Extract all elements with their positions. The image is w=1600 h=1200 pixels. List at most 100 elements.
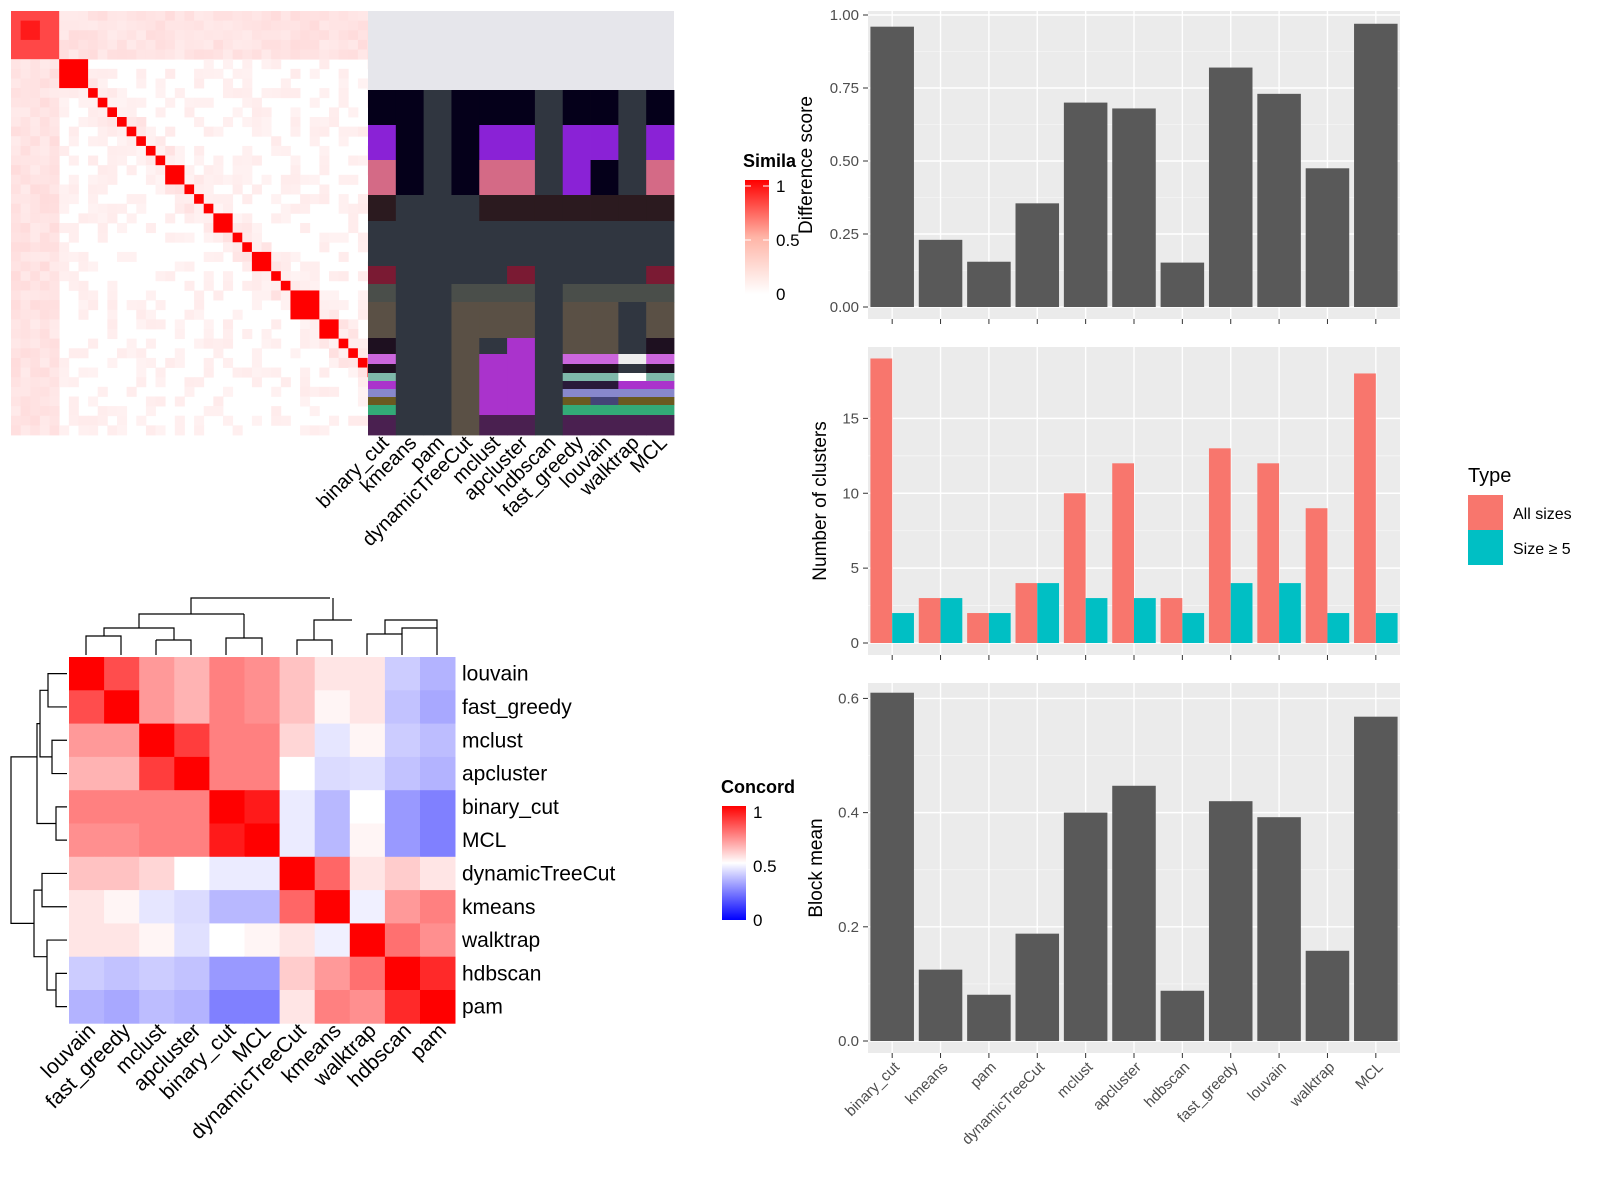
similarity-cell — [338, 78, 349, 89]
similarity-cell — [251, 348, 262, 359]
similarity-cell — [203, 20, 214, 31]
similarity-cell — [242, 117, 253, 128]
similarity-cell — [213, 396, 224, 407]
concordance-cell — [384, 790, 421, 824]
similarity-cell — [165, 145, 176, 156]
class-cell — [562, 354, 591, 365]
similarity-cell — [232, 68, 243, 79]
similarity-cell — [30, 338, 41, 349]
similarity-block — [251, 251, 272, 272]
similarity-cell — [117, 20, 128, 31]
concordance-cell — [349, 990, 386, 1024]
similarity-cell — [184, 213, 195, 224]
similarity-cell — [280, 377, 291, 388]
similarity-cell — [30, 223, 41, 234]
similarity-cell — [68, 88, 79, 99]
similarity-cell — [117, 136, 128, 147]
similarity-cell — [20, 232, 31, 243]
concordance-cell — [244, 923, 280, 958]
similarity-cell — [49, 386, 60, 397]
similarity-cell — [203, 11, 214, 22]
similarity-cell — [68, 126, 79, 137]
class-cell — [534, 338, 564, 355]
number-of-clusters-chart: 0 5 10 15 Number of clusters — [810, 347, 1400, 660]
similarity-cell — [251, 232, 262, 243]
similarity-cell — [107, 300, 118, 311]
similarity-cell — [145, 155, 156, 166]
similarity-cell — [203, 406, 214, 417]
similarity-cell — [107, 117, 118, 128]
similarity-cell — [11, 213, 22, 224]
class-cell — [646, 221, 675, 267]
similarity-cell — [78, 251, 89, 262]
similarity-cell — [11, 88, 22, 99]
similarity-cell — [11, 300, 22, 311]
similarity-cell — [184, 107, 195, 118]
similarity-cell — [68, 271, 79, 282]
similarity-cell — [242, 68, 253, 79]
similarity-cell — [203, 184, 214, 195]
class-cell — [646, 397, 675, 406]
similarity-cell — [49, 251, 60, 262]
similarity-cell — [165, 184, 176, 195]
similarity-cell — [78, 280, 89, 291]
concordance-cell — [104, 657, 140, 691]
class-assignment-heatmap — [368, 11, 675, 436]
similarity-cell — [348, 415, 359, 426]
similarity-cell — [30, 415, 41, 426]
similarity-cell — [145, 20, 156, 31]
similarity-cell — [145, 396, 156, 407]
concordance-cell — [174, 690, 210, 724]
similarity-cell — [271, 20, 282, 31]
similarity-cell — [11, 107, 22, 118]
similarity-cell — [30, 97, 41, 108]
similarity-cell — [11, 155, 22, 166]
similarity-cell — [165, 357, 176, 368]
class-cell — [534, 373, 564, 382]
class-cell — [618, 373, 647, 382]
similarity-cell — [59, 184, 70, 195]
class-cell — [507, 221, 536, 267]
similarity-cell — [11, 415, 22, 426]
similarity-cell — [107, 329, 118, 340]
similarity-cell — [203, 271, 214, 282]
similarity-cell — [261, 329, 272, 340]
similarity-cell — [261, 338, 272, 349]
similarity-cell — [126, 348, 137, 359]
similarity-cell — [290, 165, 301, 176]
similarity-cell — [213, 11, 224, 22]
similarity-cell — [223, 386, 234, 397]
similarity-cell — [338, 357, 349, 368]
similarity-cell — [30, 271, 41, 282]
y-axis-label: Difference score — [796, 96, 817, 234]
similarity-cell — [30, 194, 41, 205]
bar — [1257, 93, 1301, 307]
class-cell — [534, 160, 564, 196]
similarity-cell — [280, 184, 291, 195]
similarity-cell — [242, 367, 253, 378]
bar-size-ge5 — [1375, 613, 1398, 643]
similarity-cell — [88, 97, 99, 108]
concordance-cell — [384, 856, 421, 891]
class-cell — [618, 364, 647, 374]
concordance-row-label: louvain — [462, 663, 529, 686]
class-cell — [395, 195, 425, 222]
similarity-cell — [20, 357, 31, 368]
similarity-cell — [357, 386, 368, 397]
concordance-cell — [174, 923, 210, 958]
bar-all-sizes — [1257, 463, 1280, 643]
similarity-cell — [11, 357, 22, 368]
similarity-cell — [59, 251, 70, 262]
similarity-cell — [97, 30, 108, 41]
similarity-cell — [88, 11, 99, 22]
similarity-cell — [30, 107, 41, 118]
concordance-cell — [349, 823, 386, 858]
similarity-cell — [136, 319, 147, 330]
similarity-cell — [11, 367, 22, 378]
similarity-cell — [261, 30, 272, 41]
similarity-block — [338, 338, 349, 349]
bar-all-sizes — [870, 358, 893, 643]
y-tick-label: 0.75 — [830, 80, 859, 97]
similarity-cell — [68, 184, 79, 195]
class-cell — [479, 90, 508, 126]
